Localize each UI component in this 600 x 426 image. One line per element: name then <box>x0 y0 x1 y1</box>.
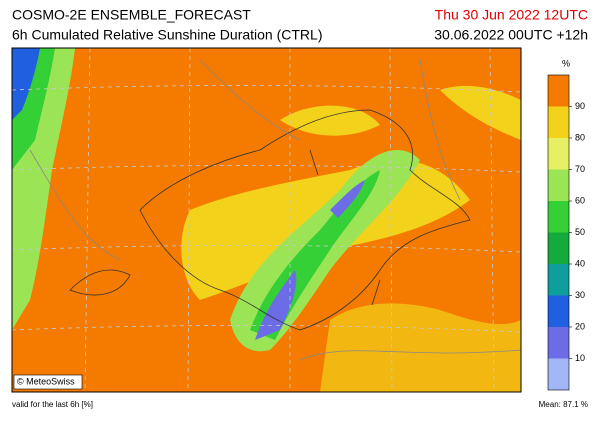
color-bin <box>548 264 569 296</box>
color-bin <box>548 358 569 390</box>
color-bin <box>548 327 569 359</box>
color-bin <box>548 75 569 107</box>
valid-time: Thu 30 Jun 2022 12UTC <box>435 7 588 23</box>
run-time: 30.06.2022 00UTC +12h <box>434 27 588 43</box>
map: © MeteoSwiss <box>11 47 522 393</box>
tick-label: 40 <box>575 258 585 268</box>
tick-label: 50 <box>575 227 585 237</box>
tick-label: 10 <box>575 353 585 363</box>
mean: Mean: 87.1 % <box>539 400 588 409</box>
color-bin <box>548 169 569 201</box>
subtitle: 6h Cumulated Relative Sunshine Duration … <box>12 27 322 43</box>
tick-label: 60 <box>575 195 585 205</box>
footnote: valid for the last 6h [%] <box>12 400 93 409</box>
color-bin <box>548 232 569 264</box>
tick-label: 90 <box>575 101 585 111</box>
credit: © MeteoSwiss <box>17 376 75 386</box>
tick-label: 70 <box>575 164 585 174</box>
color-bin <box>548 201 569 233</box>
colorbar-unit: % <box>562 58 570 68</box>
title: COSMO-2E ENSEMBLE_FORECAST <box>12 7 251 23</box>
tick-label: 80 <box>575 132 585 142</box>
color-bin <box>548 138 569 170</box>
colorbar: % 10 20 30 40 50 60 70 80 90 <box>547 58 585 391</box>
tick-label: 20 <box>575 321 585 331</box>
tick-label: 30 <box>575 290 585 300</box>
color-bin <box>548 295 569 327</box>
color-bin <box>548 106 569 138</box>
